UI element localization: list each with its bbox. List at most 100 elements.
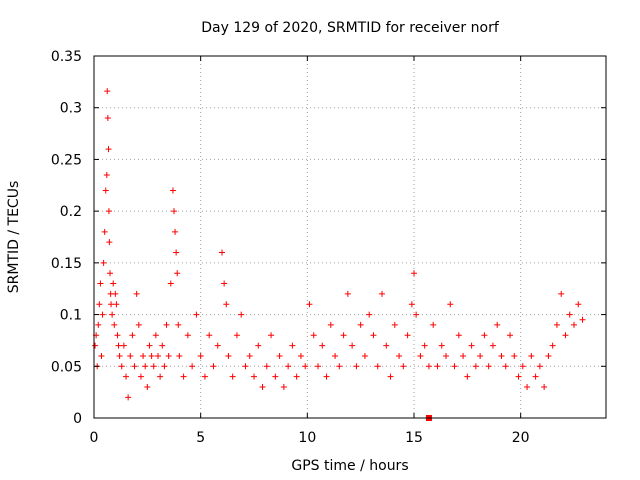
data-point [206, 332, 213, 339]
data-point [366, 311, 373, 318]
data-point [172, 228, 179, 235]
data-point [175, 321, 182, 328]
data-point [142, 363, 149, 370]
data-point [171, 208, 177, 215]
data-point [193, 311, 200, 318]
data-point [391, 321, 398, 328]
data-point [246, 352, 253, 359]
data-point [357, 321, 364, 328]
data-point [101, 228, 108, 235]
data-point [127, 352, 134, 359]
y-tick-label: 0.3 [60, 101, 82, 117]
y-axis-title: SRMTID / TECUs [6, 181, 22, 294]
data-point [111, 321, 118, 328]
data-point [515, 373, 522, 380]
data-point [562, 332, 569, 339]
data-point [104, 115, 111, 122]
data-point [238, 311, 245, 318]
data-point [184, 332, 191, 339]
data-point [152, 332, 159, 339]
data-point [541, 383, 548, 390]
data-point [447, 301, 454, 308]
data-point [276, 352, 283, 359]
plot-frame [93, 55, 607, 419]
data-point [411, 270, 417, 277]
x-tick-label: 20 [512, 430, 530, 446]
data-point [98, 352, 105, 359]
data-point [251, 373, 257, 380]
data-point [306, 301, 313, 308]
data-point [336, 363, 343, 370]
data-point [131, 363, 138, 370]
data-point [434, 363, 441, 370]
data-point [105, 208, 112, 215]
data-point [109, 311, 116, 318]
data-point [167, 280, 174, 287]
data-point [460, 352, 467, 359]
data-point [120, 342, 127, 349]
data-point [430, 321, 437, 328]
data-point [102, 187, 109, 194]
data-point [144, 383, 151, 390]
data-point [176, 352, 183, 359]
data-point [107, 270, 113, 277]
data-point [408, 301, 415, 308]
data-point [566, 311, 573, 318]
y-tick-label: 0 [73, 411, 82, 427]
data-point [163, 321, 170, 328]
data-point [150, 363, 157, 370]
data-point [233, 332, 240, 339]
data-point [95, 321, 102, 328]
data-point [413, 311, 420, 318]
data-point [173, 249, 180, 256]
data-point [118, 363, 125, 370]
data-point [455, 332, 462, 339]
data-point [451, 363, 458, 370]
data-point [558, 290, 565, 297]
data-point [165, 352, 172, 359]
data-point [498, 352, 505, 359]
data-point [443, 352, 449, 359]
data-point [180, 373, 187, 380]
data-point [417, 352, 424, 359]
y-tick-label: 0.25 [51, 152, 82, 168]
data-point [280, 383, 287, 390]
data-point [575, 301, 582, 308]
data-point [370, 332, 377, 339]
data-point [113, 301, 120, 308]
data-point [374, 363, 381, 370]
data-point [332, 352, 339, 359]
data-point [225, 352, 232, 359]
data-point [310, 332, 317, 339]
data-point [255, 342, 262, 349]
data-point [285, 363, 292, 370]
data-point [96, 301, 103, 308]
data-point [361, 352, 368, 359]
data-point [536, 363, 543, 370]
data-point [155, 352, 161, 359]
chart-title: Day 129 of 2020, SRMTID for receiver nor… [201, 20, 500, 36]
data-point [477, 352, 484, 359]
data-point [137, 373, 144, 380]
data-point [519, 363, 526, 370]
data-point [135, 321, 142, 328]
data-point [268, 332, 275, 339]
data-point [100, 259, 107, 266]
data-point [197, 352, 204, 359]
data-point [229, 373, 236, 380]
data-point [115, 342, 122, 349]
data-point [425, 363, 432, 370]
data-point [464, 373, 471, 380]
y-tick-label: 0.1 [60, 308, 82, 324]
data-point [340, 332, 347, 339]
data-point [104, 88, 111, 95]
data-point [105, 146, 112, 153]
data-point [545, 352, 552, 359]
data-point [400, 363, 407, 370]
data-point [379, 290, 385, 297]
data-point [169, 187, 176, 194]
data-points [92, 88, 586, 421]
data-point [148, 352, 155, 359]
data-point [528, 352, 535, 359]
